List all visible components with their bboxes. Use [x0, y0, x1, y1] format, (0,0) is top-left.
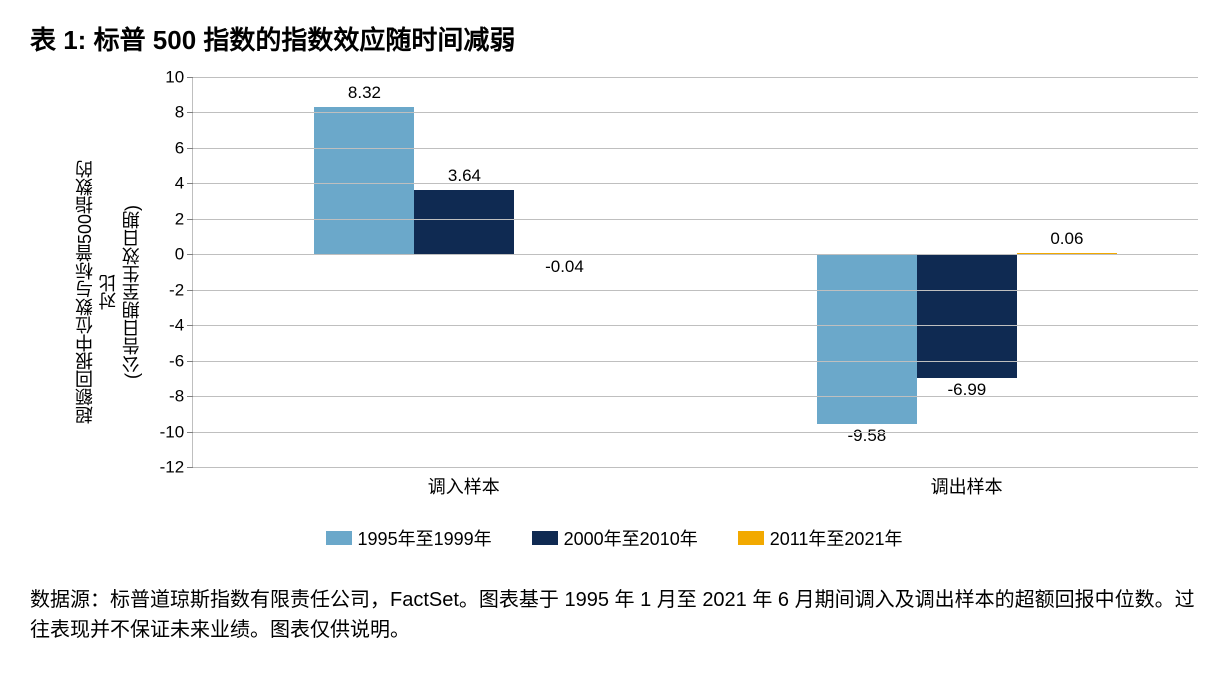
y-tick-mark: [187, 290, 193, 291]
y-tick-label: -4: [169, 317, 184, 334]
y-tick-mark: [187, 77, 193, 78]
gridline: [193, 112, 1198, 113]
y-tick-label: -8: [169, 388, 184, 405]
y-tick-mark: [187, 361, 193, 362]
y-tick-mark: [187, 112, 193, 113]
bar-slot: -6.99: [917, 77, 1017, 467]
bar-slot: -0.04: [514, 77, 614, 467]
y-tick-label: -12: [160, 459, 185, 476]
bar-value-label: 8.32: [294, 83, 434, 103]
gridline: [193, 361, 1198, 362]
chart-container: 超额回报中位数与标普500指数的 对比 (公告日期至生效日期) 1086420-…: [30, 77, 1198, 507]
bar-group: -9.58-6.990.06: [817, 77, 1117, 467]
y-tick-mark: [187, 325, 193, 326]
gridline: [193, 219, 1198, 220]
y-tick-label: 4: [175, 175, 184, 192]
bar-value-label: -0.04: [494, 257, 634, 277]
ylabel-line2: 对比: [98, 274, 118, 310]
gridline: [193, 432, 1198, 433]
legend-label: 2011年至2021年: [770, 525, 903, 551]
y-tick-label: -6: [169, 352, 184, 369]
bar-slot: 0.06: [1017, 77, 1117, 467]
x-category-label: 调入样本: [428, 473, 500, 499]
legend-item: 2011年至2021年: [738, 525, 903, 551]
y-tick-mark: [187, 396, 193, 397]
bar-group: 8.323.64-0.04: [314, 77, 614, 467]
footnote: 数据源：标普道琼斯指数有限责任公司，FactSet。图表基于 1995 年 1 …: [30, 585, 1198, 645]
gridline: [193, 148, 1198, 149]
gridline: [193, 77, 1198, 78]
y-tick-label: 0: [175, 246, 184, 263]
gridline: [193, 183, 1198, 184]
y-tick-mark: [187, 183, 193, 184]
gridline: [193, 290, 1198, 291]
y-tick-mark: [187, 432, 193, 433]
legend-swatch: [326, 531, 352, 545]
gridline: [193, 396, 1198, 397]
bar: [414, 190, 514, 255]
bar-slot: 8.32: [314, 77, 414, 467]
chart-title: 表 1: 标普 500 指数的指数效应随时间减弱: [30, 20, 1198, 57]
bars-layer: 8.323.64-0.04-9.58-6.990.06: [193, 77, 1198, 467]
y-tick-label: -2: [169, 281, 184, 298]
legend-item: 1995年至1999年: [326, 525, 492, 551]
y-tick-mark: [187, 219, 193, 220]
y-tick-label: 2: [175, 210, 184, 227]
gridline: [193, 254, 1198, 255]
y-tick-mark: [187, 254, 193, 255]
ylabel-line1: 超额回报中位数与标普500指数的: [75, 160, 95, 424]
bar-value-label: -9.58: [797, 426, 937, 446]
ylabel-line3: (公告日期至生效日期): [122, 205, 142, 379]
y-tick-mark: [187, 148, 193, 149]
y-axis-label: 超额回报中位数与标普500指数的 对比 (公告日期至生效日期): [70, 77, 148, 507]
legend: 1995年至1999年 2000年至2010年 2011年至2021年: [30, 525, 1198, 551]
bar-value-label: -6.99: [897, 380, 1037, 400]
y-tick-label: 6: [175, 139, 184, 156]
y-tick-label: -10: [160, 423, 185, 440]
legend-swatch: [532, 531, 558, 545]
legend-label: 2000年至2010年: [564, 525, 698, 551]
gridline: [193, 325, 1198, 326]
legend-item: 2000年至2010年: [532, 525, 698, 551]
bar-slot: -9.58: [817, 77, 917, 467]
bar: [917, 254, 1017, 378]
y-tick-label: 10: [165, 69, 184, 86]
x-category-label: 调出样本: [931, 473, 1003, 499]
y-axis-ticks: 1086420-2-4-6-8-10-12: [148, 77, 192, 467]
bar-value-label: 0.06: [997, 229, 1137, 249]
x-axis: 调入样本 调出样本: [192, 467, 1198, 507]
y-tick-label: 8: [175, 104, 184, 121]
legend-label: 1995年至1999年: [358, 525, 492, 551]
plot-area: 8.323.64-0.04-9.58-6.990.06: [192, 77, 1198, 467]
legend-swatch: [738, 531, 764, 545]
